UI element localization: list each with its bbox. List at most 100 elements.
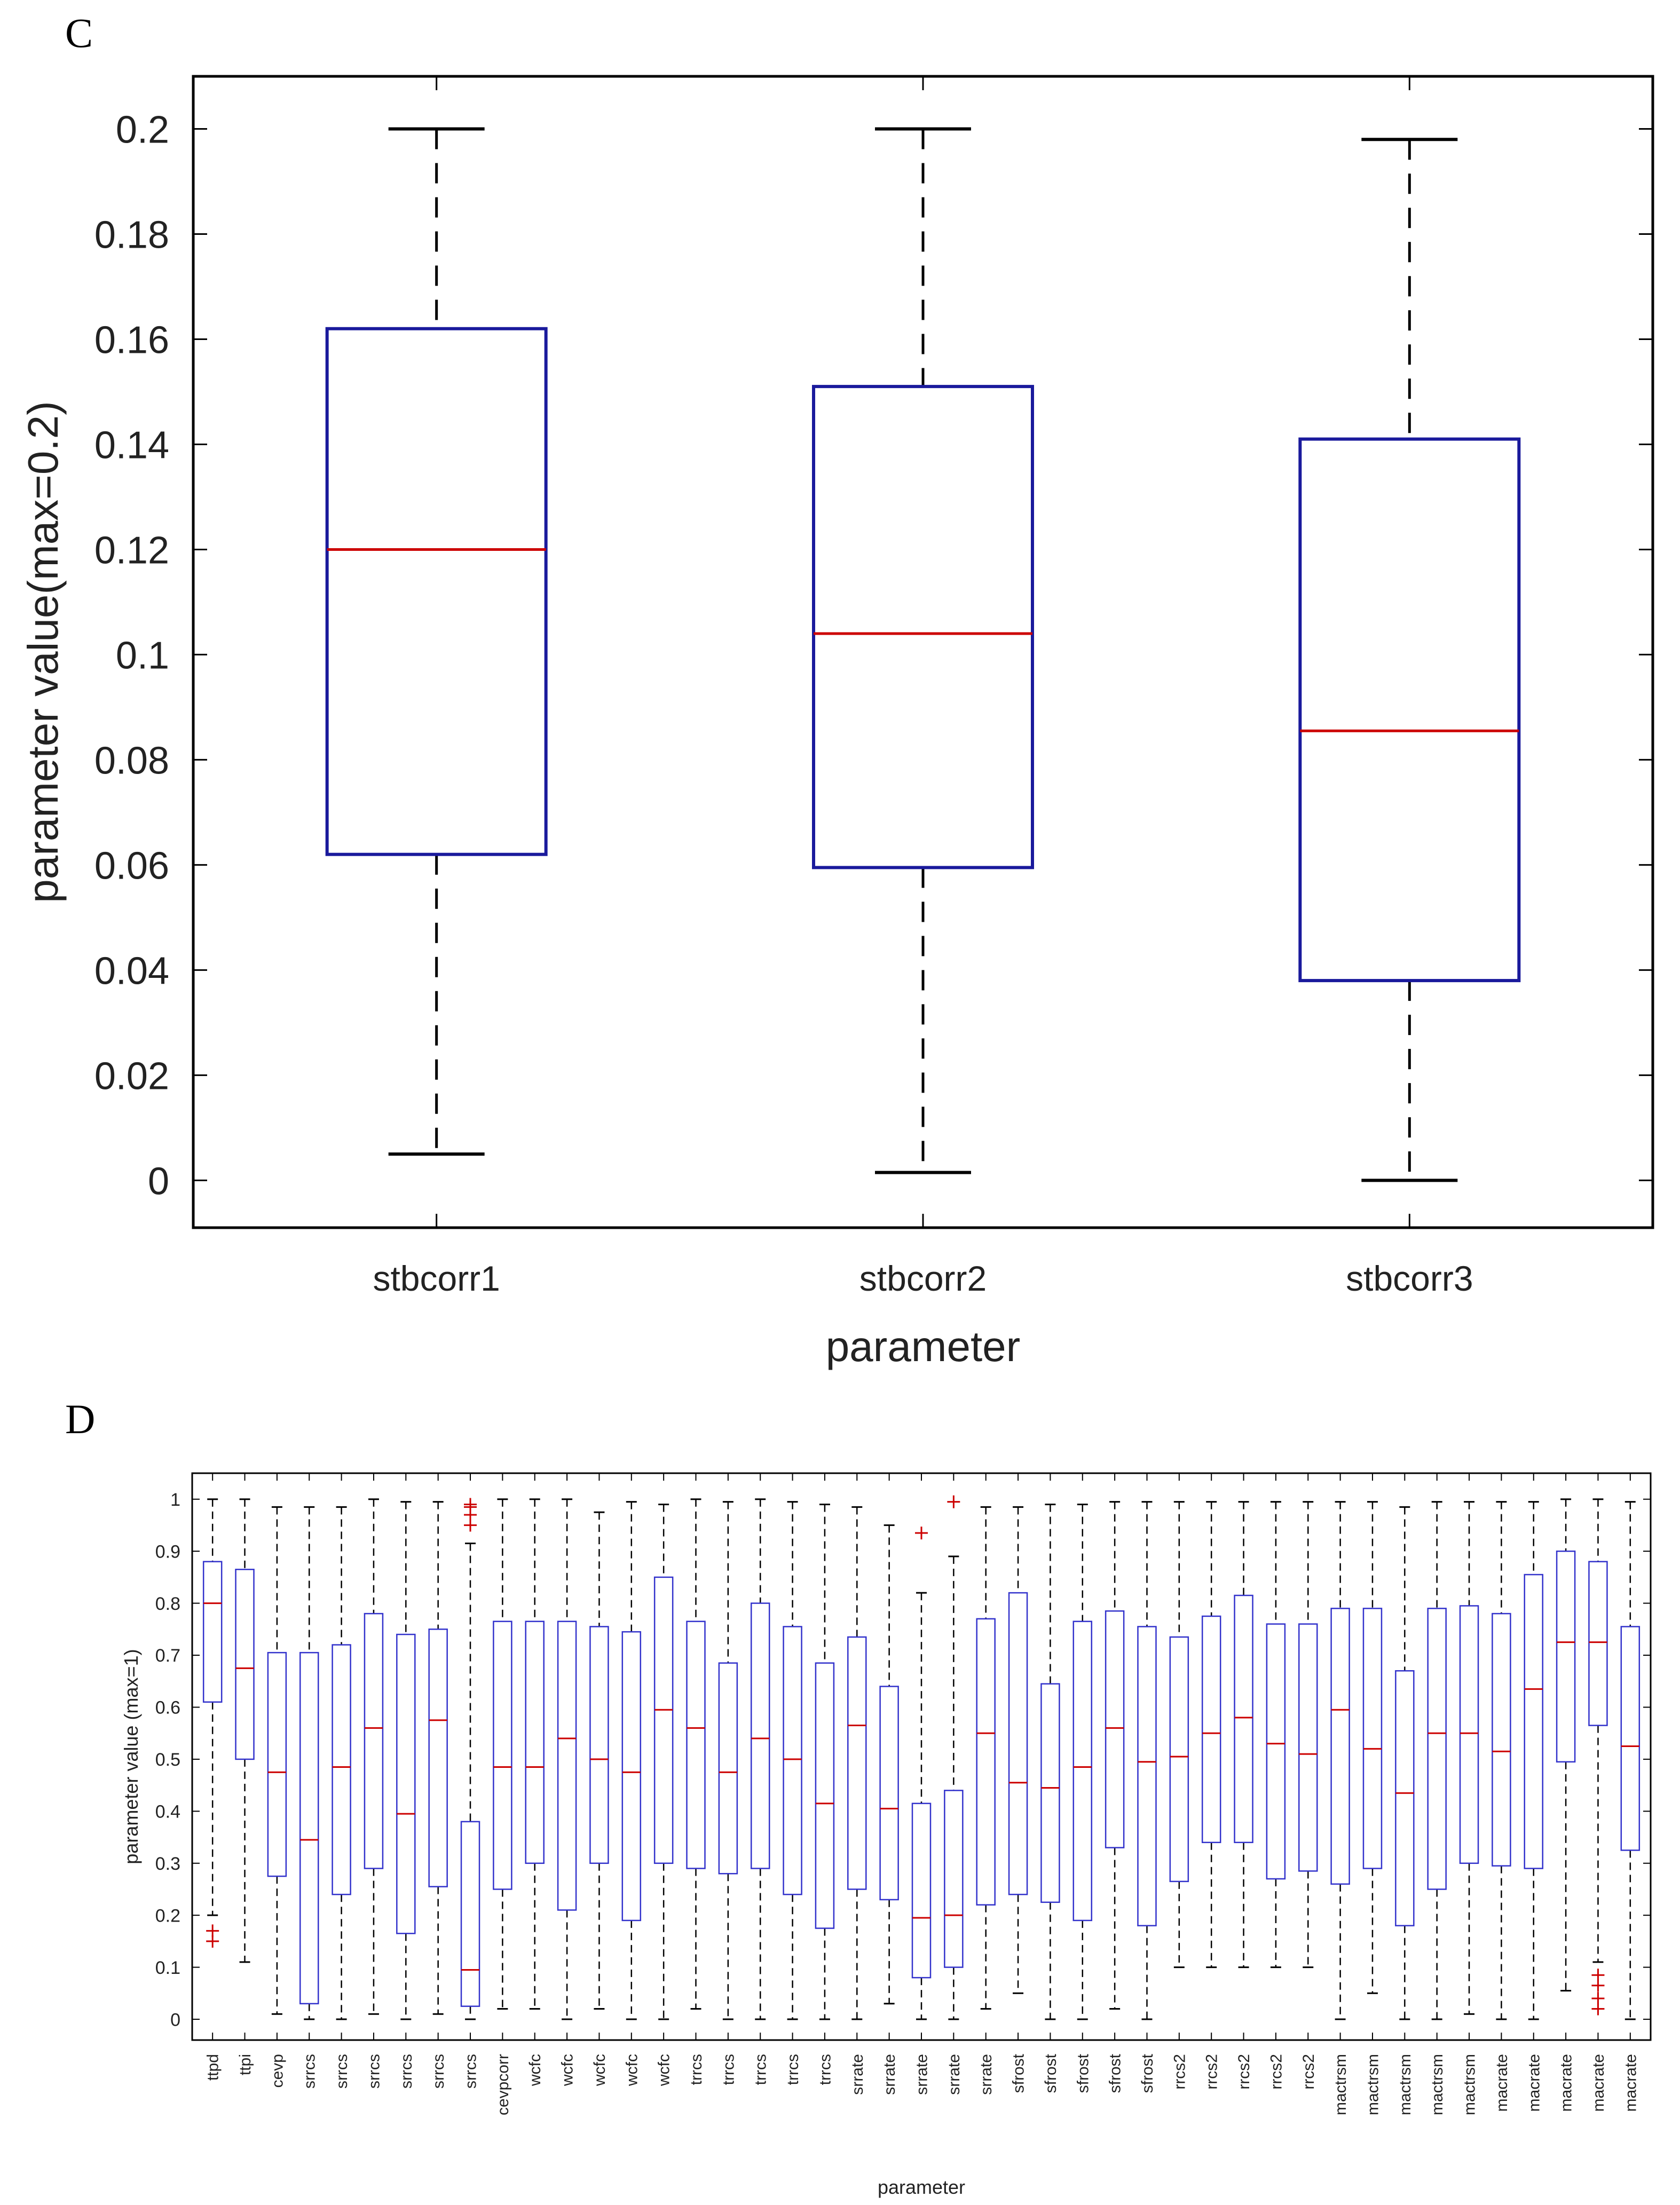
y-tick-label: 1	[170, 1490, 180, 1510]
x-tick-label: sfrost	[1042, 2053, 1060, 2093]
y-tick-label: 0.3	[155, 1854, 180, 1874]
box-iqr	[299, 1651, 319, 2005]
box-iqr	[1169, 1636, 1189, 1883]
box-iqr	[1298, 437, 1521, 983]
box-iqr	[1620, 1626, 1640, 1851]
y-tick-label: 0.9	[155, 1542, 180, 1562]
x-tick-label: sfrost	[1107, 2053, 1124, 2093]
x-tick-label: srrcs	[333, 2054, 351, 2089]
x-tick-label: srrcs	[462, 2054, 480, 2089]
y-tick-label: 0.8	[155, 1594, 180, 1614]
x-tick-label: wcfc	[623, 2054, 641, 2087]
box-iqr	[1201, 1615, 1221, 1844]
y-tick-label: 0.18	[94, 214, 169, 256]
box-iqr	[1395, 1670, 1415, 1926]
y-tick-label: 0.5	[155, 1750, 180, 1770]
x-tick-label: rrcs2	[1267, 2054, 1285, 2090]
box-iqr	[1105, 1610, 1125, 1848]
box-iqr	[1072, 1621, 1093, 1922]
x-tick-label: cevp	[269, 2054, 286, 2088]
box-iqr	[847, 1636, 867, 1890]
x-tick-label: srrcs	[301, 2054, 319, 2089]
box-iqr	[1137, 1626, 1157, 1926]
y-tick-label: 0	[148, 1160, 169, 1203]
box-iqr	[911, 1803, 932, 1979]
y-tick-label: 0.2	[155, 1906, 180, 1926]
box-iqr	[364, 1613, 384, 1869]
box-iqr	[1588, 1561, 1608, 1726]
x-tick-label: ttpd	[204, 2054, 222, 2081]
x-tick-label: macrate	[1558, 2054, 1575, 2112]
x-tick-label: stbcorr1	[373, 1259, 500, 1298]
box-iqr	[1008, 1592, 1028, 1895]
box-iqr	[1330, 1608, 1350, 1885]
x-tick-label: srrate	[913, 2054, 931, 2095]
panel-d-letter: D	[65, 1396, 95, 1442]
box-iqr	[1524, 1574, 1544, 1869]
box-iqr	[1298, 1623, 1318, 1872]
box-iqr	[1492, 1613, 1511, 1867]
y-tick-label: 0.12	[94, 529, 169, 572]
x-tick-label: mactrsm	[1397, 2054, 1414, 2115]
x-tick-label: sfrost	[1139, 2053, 1156, 2093]
x-tick-label: wcfc	[591, 2054, 609, 2087]
box-iqr	[879, 1686, 899, 1901]
box-iqr	[589, 1626, 609, 1864]
y-tick-label: 0.16	[94, 319, 169, 361]
y-tick-label: 0.14	[94, 424, 169, 467]
box-iqr	[325, 327, 548, 856]
x-tick-label: mactrsm	[1429, 2054, 1446, 2115]
x-tick-label: cevpcorr	[494, 2054, 512, 2115]
x-tick-label: srrate	[849, 2054, 866, 2095]
x-tick-label: macrate	[1622, 2054, 1639, 2112]
x-tick-label: srrcs	[365, 2054, 383, 2089]
box-iqr	[944, 1790, 964, 1968]
box-iqr	[525, 1621, 545, 1864]
y-tick-label: 0	[170, 2010, 180, 2030]
y-tick-label: 0.6	[155, 1698, 180, 1718]
x-tick-label: trrcs	[688, 2054, 705, 2085]
box-iqr	[783, 1626, 802, 1895]
x-tick-label: rrcs2	[1203, 2054, 1221, 2090]
x-tick-label: trrcs	[784, 2054, 802, 2085]
x-tick-label: trrcs	[752, 2054, 770, 2085]
panel-c-letter: C	[65, 10, 93, 56]
y-tick-label: 0.1	[155, 1958, 180, 1978]
x-tick-label: wcfc	[559, 2054, 577, 2087]
box-iqr	[557, 1621, 577, 1911]
y-tick-label: 0.4	[155, 1802, 180, 1822]
box-iqr	[428, 1629, 448, 1887]
y-tick-label: 0.1	[116, 634, 169, 677]
box-iqr	[1040, 1683, 1060, 1903]
x-tick-label: trrcs	[816, 2054, 834, 2085]
x-tick-label: macrate	[1590, 2054, 1607, 2112]
box-iqr	[202, 1561, 223, 1703]
x-tick-label: mactrsm	[1461, 2054, 1479, 2115]
box-iqr	[653, 1576, 674, 1864]
box-iqr	[621, 1631, 642, 1922]
box-iqr	[718, 1662, 738, 1875]
x-tick-label: ttpi	[236, 2054, 254, 2075]
x-axis-title: parameter	[878, 2176, 965, 2198]
x-tick-label: rrcs2	[1171, 2054, 1188, 2090]
box-iqr	[1556, 1550, 1576, 1763]
box-iqr	[493, 1621, 512, 1890]
box-iqr	[815, 1662, 835, 1929]
x-tick-label: wcfc	[656, 2054, 673, 2087]
x-tick-label: srrcs	[398, 2054, 415, 2089]
box-iqr	[1234, 1594, 1253, 1844]
box-iqr	[460, 1821, 480, 2007]
y-axis-title: parameter value(max=0.2)	[19, 401, 67, 903]
x-tick-label: macrate	[1493, 2054, 1511, 2112]
box-iqr	[686, 1621, 706, 1869]
x-tick-label: stbcorr3	[1346, 1259, 1473, 1298]
x-tick-label: rrcs2	[1235, 2054, 1253, 2090]
x-tick-label: sfrost	[1010, 2053, 1028, 2093]
x-axis-title: parameter	[826, 1323, 1021, 1370]
box-iqr	[1362, 1608, 1383, 1869]
y-tick-label: 0.7	[155, 1646, 180, 1666]
x-tick-label: trrcs	[720, 2054, 737, 2085]
box-iqr	[396, 1633, 416, 1934]
